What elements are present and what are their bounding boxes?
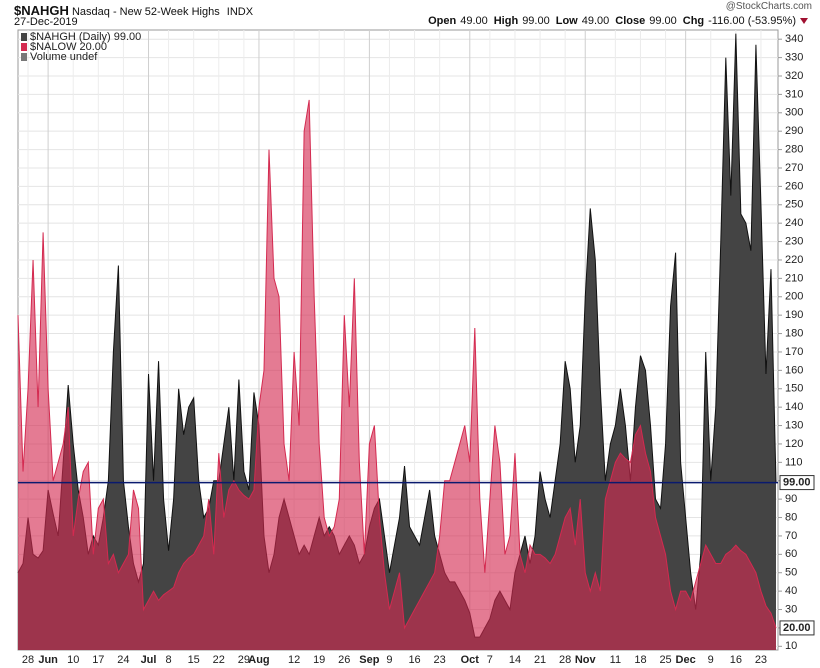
x-tick-label: Aug bbox=[248, 654, 269, 666]
x-tick-label: 12 bbox=[288, 654, 300, 666]
x-tick-label: Nov bbox=[575, 654, 597, 666]
x-tick-label: 11 bbox=[610, 654, 621, 666]
x-tick-label: 7 bbox=[487, 654, 493, 666]
legend-label: $NAHGH (Daily) 99.00 bbox=[30, 31, 141, 43]
x-tick-label: 19 bbox=[313, 654, 325, 666]
x-tick-label: Sep bbox=[359, 654, 379, 666]
y-tick-label: 300 bbox=[785, 107, 803, 119]
y-tick-label: 40 bbox=[785, 585, 797, 597]
x-tick-label: 29 bbox=[238, 654, 250, 666]
quote-label: High bbox=[493, 15, 519, 27]
quote-value: -116.00 (-53.95%) bbox=[708, 15, 796, 27]
legend-swatch bbox=[21, 43, 27, 51]
quote-bar: Open 49.00 High 99.00 Low 49.00 Close 99.00 Chg -… bbox=[422, 15, 808, 27]
x-tick-label: Jun bbox=[38, 654, 58, 666]
x-tick-label: 24 bbox=[117, 654, 129, 666]
y-tick-label: 90 bbox=[785, 493, 797, 505]
quote-label: Low bbox=[555, 15, 578, 27]
y-tick-label: 190 bbox=[785, 309, 803, 321]
x-tick-label: Dec bbox=[676, 654, 696, 666]
x-tick-label: 26 bbox=[338, 654, 350, 666]
x-tick-label: 9 bbox=[386, 654, 392, 666]
chart-title: Nasdaq - New 52-Week Highs bbox=[71, 6, 220, 18]
legend-label: $NALOW 20.00 bbox=[30, 41, 107, 53]
x-tick-label: 23 bbox=[434, 654, 446, 666]
y-tick-label: 240 bbox=[785, 217, 803, 229]
y-tick-label: 60 bbox=[785, 548, 797, 560]
x-tick-label: 9 bbox=[708, 654, 714, 666]
chart-header: $NAHGH Nasdaq - New 52-Week Highs INDX bbox=[14, 3, 253, 18]
x-tick-label: 16 bbox=[408, 654, 420, 666]
price-label: 20.00 bbox=[783, 622, 811, 634]
price-box bbox=[779, 475, 815, 491]
quote-value: 49.00 bbox=[460, 15, 488, 27]
y-tick-label: 150 bbox=[785, 383, 803, 395]
y-tick-label: 170 bbox=[785, 346, 803, 358]
area-line bbox=[17, 99, 777, 630]
y-tick-label: 330 bbox=[785, 52, 803, 64]
price-label: 99.00 bbox=[783, 476, 811, 488]
area-fill bbox=[18, 33, 776, 651]
quote-value: 99.00 bbox=[522, 15, 550, 27]
x-tick-label: 28 bbox=[22, 654, 34, 666]
x-tick-label: Oct bbox=[461, 654, 480, 666]
y-tick-label: 220 bbox=[785, 254, 803, 266]
down-arrow bbox=[800, 18, 808, 25]
x-tick-label: 23 bbox=[755, 654, 767, 666]
x-tick-label: Jul bbox=[141, 654, 157, 666]
area-line bbox=[17, 33, 777, 638]
legend-swatch bbox=[21, 33, 27, 41]
y-tick-label: 260 bbox=[785, 180, 803, 192]
y-tick-label: 10 bbox=[785, 640, 797, 652]
y-tick-label: 250 bbox=[785, 199, 803, 211]
x-tick-label: 15 bbox=[188, 654, 200, 666]
x-tick-label: 8 bbox=[166, 654, 172, 666]
y-tick-label: 320 bbox=[785, 70, 803, 82]
y-tick-label: 270 bbox=[785, 162, 803, 174]
exchange: INDX bbox=[226, 6, 254, 18]
price-box bbox=[779, 620, 815, 636]
y-tick-label: 230 bbox=[785, 235, 803, 247]
y-tick-label: 180 bbox=[785, 327, 803, 339]
legend-label: Volume undef bbox=[30, 51, 98, 63]
y-tick-label: 130 bbox=[785, 419, 803, 431]
y-tick-label: 160 bbox=[785, 364, 803, 376]
x-tick-label: 22 bbox=[213, 654, 225, 666]
x-tick-label: 25 bbox=[659, 654, 671, 666]
x-tick-label: 14 bbox=[509, 654, 521, 666]
area-fill bbox=[18, 99, 776, 650]
quote-label: Close bbox=[615, 15, 646, 27]
y-tick-label: 120 bbox=[785, 438, 803, 450]
y-tick-label: 110 bbox=[785, 456, 803, 468]
y-tick-label: 340 bbox=[785, 33, 803, 45]
legend-swatch bbox=[21, 53, 27, 61]
y-tick-label: 310 bbox=[785, 88, 803, 100]
watermark: @StockCharts.com bbox=[725, 1, 812, 12]
x-tick-label: 16 bbox=[730, 654, 742, 666]
x-tick-label: 10 bbox=[67, 654, 79, 666]
y-tick-label: 290 bbox=[785, 125, 803, 137]
y-tick-label: 50 bbox=[785, 567, 797, 579]
y-tick-label: 210 bbox=[785, 272, 803, 284]
y-tick-label: 80 bbox=[785, 511, 797, 523]
y-tick-label: 30 bbox=[785, 603, 797, 615]
x-tick-label: 18 bbox=[634, 654, 646, 666]
y-tick-label: 70 bbox=[785, 530, 797, 542]
x-tick-label: 21 bbox=[534, 654, 546, 666]
y-tick-label: 140 bbox=[785, 401, 803, 413]
y-tick-label: 280 bbox=[785, 143, 803, 155]
quote-value: 49.00 bbox=[581, 15, 610, 27]
y-tick-label: 200 bbox=[785, 291, 803, 303]
x-tick-label: 28 bbox=[559, 654, 571, 666]
symbol: $NAHGH bbox=[14, 3, 69, 18]
chart-date: 27-Dec-2019 bbox=[14, 16, 78, 28]
x-tick-label: 17 bbox=[92, 654, 104, 666]
quote-label: Chg bbox=[682, 15, 705, 27]
quote-value: 99.00 bbox=[649, 15, 677, 27]
quote-label: Open bbox=[428, 15, 457, 27]
